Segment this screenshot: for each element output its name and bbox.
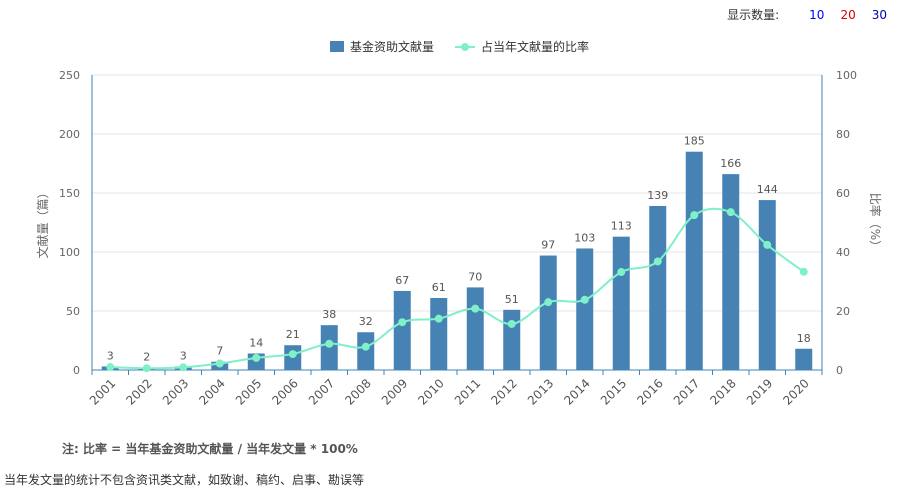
y-right-tick-label: 40: [836, 246, 850, 259]
y-right-tick-label: 100: [836, 69, 857, 82]
ratio-point: [544, 298, 553, 307]
ratio-point: [799, 267, 808, 276]
bar: [503, 309, 521, 370]
x-tick-label: 2017: [671, 376, 702, 407]
footnote: 当年发文量的统计不包含资讯类文献，如致谢、稿约、启事、勘误等: [4, 473, 365, 487]
x-tick-label: 2003: [160, 376, 191, 407]
ratio-point: [288, 350, 297, 359]
bar-value-label: 21: [286, 328, 300, 341]
x-tick-label: 2020: [780, 376, 811, 407]
ratio-point: [690, 211, 699, 220]
display-count-option-30[interactable]: 30: [871, 7, 887, 22]
ratio-point: [471, 304, 480, 313]
ratio-point: [434, 314, 443, 323]
bar-value-label: 70: [468, 270, 482, 283]
y-right-tick-label: 60: [836, 187, 850, 200]
ratio-point: [653, 257, 662, 266]
y-left-tick-label: 100: [59, 246, 80, 259]
ratio-point: [106, 363, 115, 372]
y-right-tick-label: 80: [836, 128, 850, 141]
bar: [576, 248, 594, 370]
bar: [539, 255, 557, 370]
x-tick-label: 2005: [233, 376, 264, 407]
bar-value-label: 38: [322, 308, 336, 321]
bar: [393, 290, 411, 370]
x-tick-label: 2019: [744, 376, 775, 407]
y-right-axis-title: 比率（%）: [868, 193, 883, 252]
display-count-label: 显示数量:: [727, 8, 780, 22]
bar-value-label: 3: [180, 349, 187, 362]
y-right-tick-label: 0: [836, 364, 843, 377]
x-tick-label: 2006: [269, 376, 300, 407]
bar-value-label: 144: [757, 183, 778, 196]
bar-value-label: 67: [395, 274, 409, 287]
bar: [612, 236, 630, 370]
bar: [685, 151, 703, 370]
ratio-point: [580, 295, 589, 304]
y-left-tick-label: 250: [59, 69, 80, 82]
bar-value-label: 61: [432, 281, 446, 294]
y-left-tick-label: 0: [73, 364, 80, 377]
ratio-point: [763, 240, 772, 249]
ratio-point: [726, 208, 735, 217]
bar-value-label: 113: [611, 220, 632, 233]
x-tick-label: 2004: [196, 376, 227, 407]
bar: [430, 298, 448, 370]
ratio-formula-note: 注: 比率 = 当年基金资助文献量 / 当年发文量 * 100%: [62, 442, 358, 456]
x-tick-label: 2009: [379, 376, 410, 407]
x-tick-label: 2016: [634, 376, 665, 407]
x-tick-label: 2010: [415, 376, 446, 407]
x-tick-label: 2008: [342, 376, 373, 407]
x-tick-label: 2014: [561, 376, 592, 407]
y-left-tick-label: 200: [59, 128, 80, 141]
ratio-point: [507, 319, 516, 328]
legend-line-marker: [461, 43, 469, 51]
bar-value-label: 3: [107, 349, 114, 362]
ratio-point: [361, 342, 370, 351]
ratio-point: [142, 364, 151, 373]
bar: [758, 200, 776, 370]
x-tick-label: 2002: [123, 376, 154, 407]
bar-value-label: 139: [647, 189, 668, 202]
display-count-bar: 显示数量: 10 20 30: [727, 6, 887, 23]
bar: [357, 332, 375, 370]
x-tick-label: 2011: [452, 376, 483, 407]
bar-value-label: 2: [143, 351, 150, 364]
bar-value-label: 14: [249, 336, 263, 349]
y-left-axis-title: 文献量（篇）: [35, 186, 50, 258]
ratio-point: [252, 353, 261, 362]
bar: [795, 348, 813, 370]
legend-line-label: 占当年文献量的比率: [481, 39, 589, 54]
x-tick-label: 2012: [488, 376, 519, 407]
funding-chart: 0 50 100 150 200 250 0 20 40 60 80 100 文献量（篇） 比率（%） 20…: [35, 39, 883, 408]
x-tick-label: 2013: [525, 376, 556, 407]
ratio-point: [617, 268, 626, 277]
y-left-tick-label: 150: [59, 187, 80, 200]
ratio-point: [179, 363, 188, 372]
bar: [466, 287, 484, 370]
display-count-option-10[interactable]: 10: [809, 7, 825, 22]
legend-bar-label: 基金资助文献量: [350, 39, 434, 54]
y-left-tick-label: 50: [66, 305, 80, 318]
bar: [722, 174, 740, 370]
x-tick-label: 2018: [707, 376, 738, 407]
bar-value-label: 32: [359, 315, 373, 328]
bar-value-label: 185: [684, 135, 705, 148]
ratio-point: [325, 339, 334, 348]
x-tick-label: 2007: [306, 376, 337, 407]
bar-value-label: 51: [505, 293, 519, 306]
ratio-point: [215, 359, 224, 368]
display-count-option-20[interactable]: 20: [840, 7, 856, 22]
legend-bar-swatch: [330, 41, 344, 52]
bar-value-label: 166: [720, 157, 741, 170]
bar-value-label: 7: [216, 345, 223, 358]
x-tick-label: 2001: [87, 376, 118, 407]
bar: [649, 205, 667, 370]
ratio-point: [398, 318, 407, 327]
x-tick-label: 2015: [598, 376, 629, 407]
bar-value-label: 97: [541, 239, 555, 252]
y-right-tick-label: 20: [836, 305, 850, 318]
bar-value-label: 18: [797, 332, 811, 345]
bar-value-label: 103: [574, 231, 595, 244]
